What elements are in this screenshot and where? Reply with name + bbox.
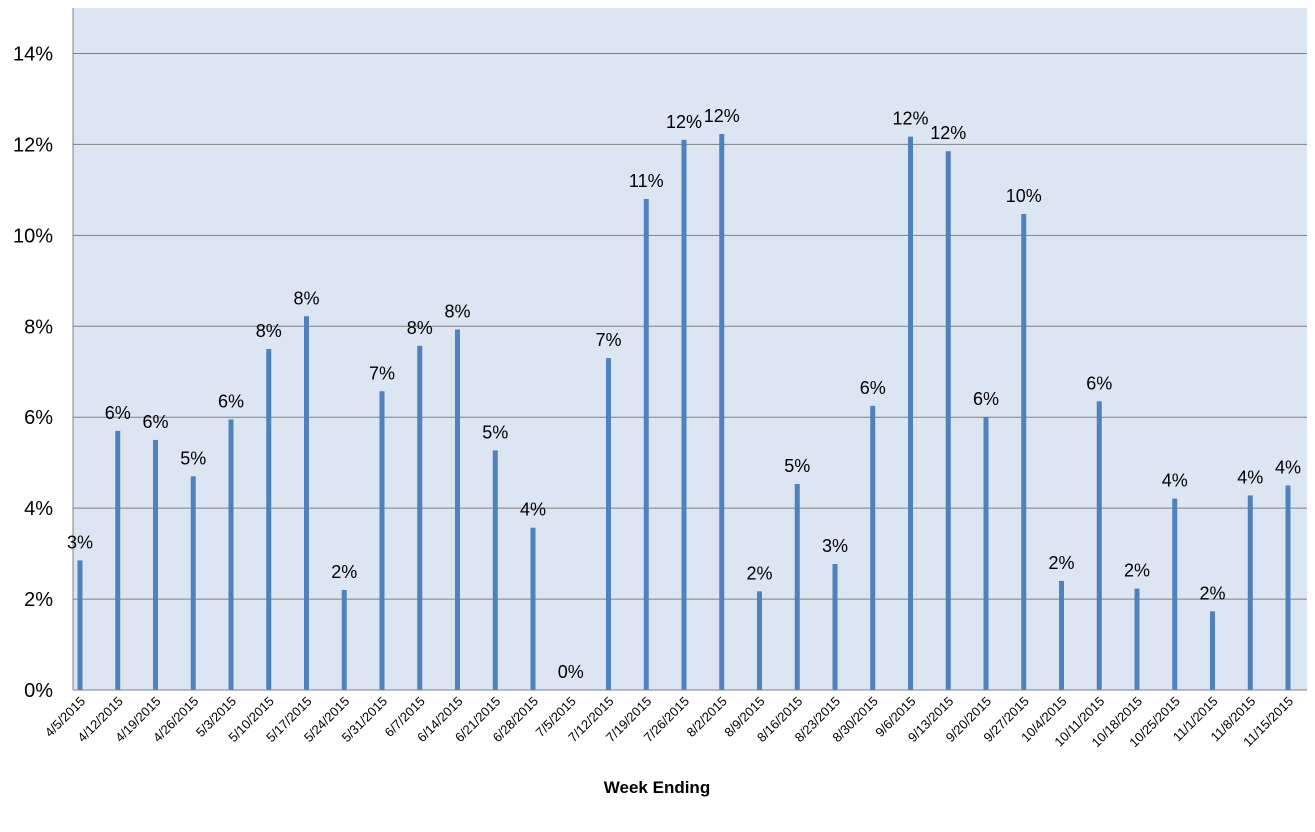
bar xyxy=(757,591,762,690)
bar xyxy=(304,316,309,690)
data-label: 12% xyxy=(930,123,966,143)
data-label: 3% xyxy=(67,532,93,552)
data-label: 8% xyxy=(407,318,433,338)
data-label: 12% xyxy=(666,112,702,132)
bar xyxy=(870,405,876,690)
bar xyxy=(643,198,649,690)
y-tick-label: 6% xyxy=(24,407,53,429)
bar xyxy=(190,476,196,690)
bar xyxy=(945,151,951,691)
plot-area-background xyxy=(73,8,1307,690)
data-label: 2% xyxy=(331,562,357,582)
axes xyxy=(72,8,1307,691)
bar xyxy=(1096,401,1102,690)
y-tick-labels: 0% 2% 4% 6% 8% 10% 12% 14% xyxy=(13,43,53,702)
bar xyxy=(379,391,385,690)
y-tick-label: 2% xyxy=(24,589,53,611)
bar xyxy=(719,133,725,690)
bar xyxy=(1247,495,1253,690)
y-tick-label: 10% xyxy=(13,225,53,247)
data-label: 7% xyxy=(369,363,395,383)
bars xyxy=(77,133,1291,691)
data-label: 5% xyxy=(784,456,810,476)
data-label: 0% xyxy=(558,662,584,682)
bar xyxy=(530,527,536,690)
data-label: 2% xyxy=(1124,561,1150,581)
data-label: 4% xyxy=(1237,467,1263,487)
data-label: 6% xyxy=(973,389,999,409)
data-labels: 3%6% 6%5%6%8%8%2%7%8%8%5%4%0%7%11%12% 12%2… xyxy=(67,106,1301,682)
data-label: 5% xyxy=(180,448,206,468)
bar xyxy=(417,345,423,690)
bar xyxy=(1210,611,1215,690)
bar xyxy=(492,450,498,690)
data-label: 7% xyxy=(595,330,621,350)
bar xyxy=(228,419,234,690)
data-label: 3% xyxy=(822,536,848,556)
bar xyxy=(794,484,800,690)
data-label: 6% xyxy=(142,412,168,432)
bar xyxy=(1134,588,1140,690)
bar xyxy=(1059,580,1064,690)
y-tick-label: 12% xyxy=(13,134,53,156)
bar xyxy=(153,439,158,690)
x-axis-title: Week Ending xyxy=(604,778,710,797)
gridlines xyxy=(73,52,1307,600)
bar xyxy=(832,564,838,690)
bar xyxy=(455,329,460,690)
data-label: 6% xyxy=(218,391,244,411)
data-label: 12% xyxy=(892,109,928,129)
y-tick-label: 8% xyxy=(24,316,53,338)
bar xyxy=(606,358,611,690)
bar xyxy=(115,430,121,690)
y-tick-label: 14% xyxy=(13,43,53,65)
data-label: 12% xyxy=(704,106,740,126)
bar xyxy=(266,349,272,690)
data-label: 4% xyxy=(1162,471,1188,491)
y-tick-label: 4% xyxy=(24,498,53,520)
bar xyxy=(341,589,347,690)
data-label: 2% xyxy=(1048,553,1074,573)
bar xyxy=(77,560,83,690)
data-label: 6% xyxy=(860,378,886,398)
data-label: 6% xyxy=(105,403,131,423)
x-tick-labels: 4/5/20154/12/20154/19/20154/26/20155/3/2… xyxy=(42,694,1296,751)
data-label: 4% xyxy=(520,500,546,520)
bar xyxy=(908,136,913,691)
data-label: 6% xyxy=(1086,373,1112,393)
data-label: 2% xyxy=(1199,583,1225,603)
bar xyxy=(1285,485,1291,690)
data-label: 11% xyxy=(629,171,664,191)
bar xyxy=(1172,498,1178,690)
bar xyxy=(681,139,687,690)
data-label: 8% xyxy=(293,288,319,308)
data-label: 4% xyxy=(1275,457,1301,477)
data-label: 8% xyxy=(256,321,282,341)
data-label: 10% xyxy=(1006,186,1042,206)
data-label: 8% xyxy=(444,301,470,321)
bar xyxy=(983,417,989,690)
bar xyxy=(1021,213,1027,691)
data-label: 5% xyxy=(482,422,508,442)
y-tick-label: 0% xyxy=(24,680,53,702)
data-label: 2% xyxy=(746,563,772,583)
x-tick-label: 8/2/2015 xyxy=(683,694,729,740)
